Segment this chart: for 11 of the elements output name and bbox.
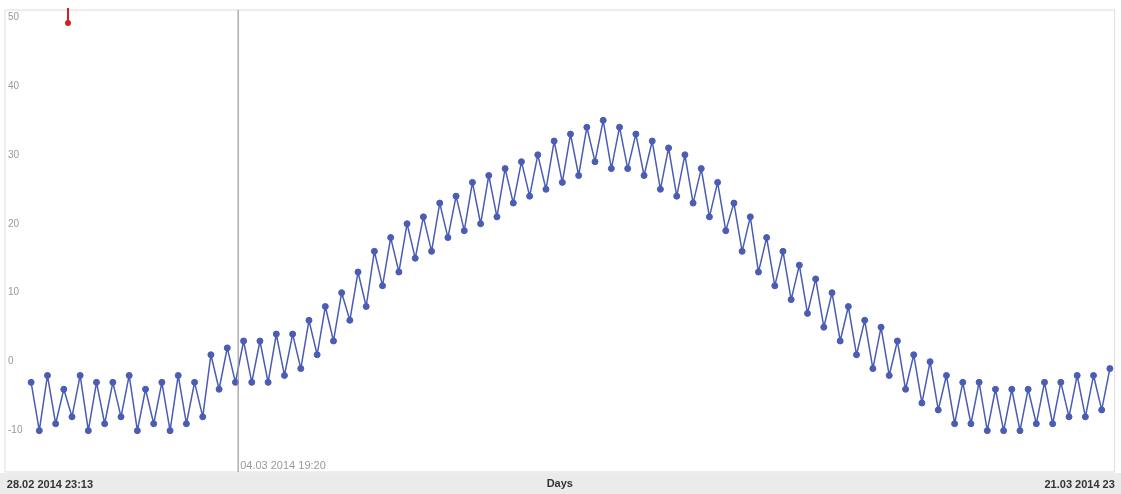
x-axis-title: Days bbox=[546, 477, 573, 490]
y-tick-label: 50 bbox=[8, 10, 20, 22]
y-tick-label: 40 bbox=[8, 79, 20, 91]
y-tick-label: 30 bbox=[8, 148, 20, 160]
y-tick-label: 20 bbox=[8, 217, 20, 229]
ref-line-label: 04.03 2014 19:20 bbox=[240, 458, 326, 471]
x-tick-label: 28.02 2014 23:13 bbox=[6, 477, 94, 490]
y-tick-label: -10 bbox=[8, 424, 23, 436]
y-tick-label: 0 bbox=[8, 355, 14, 367]
x-tick-label: 21.03 2014 23 bbox=[1044, 477, 1115, 490]
y-tick-label: 10 bbox=[8, 286, 20, 298]
